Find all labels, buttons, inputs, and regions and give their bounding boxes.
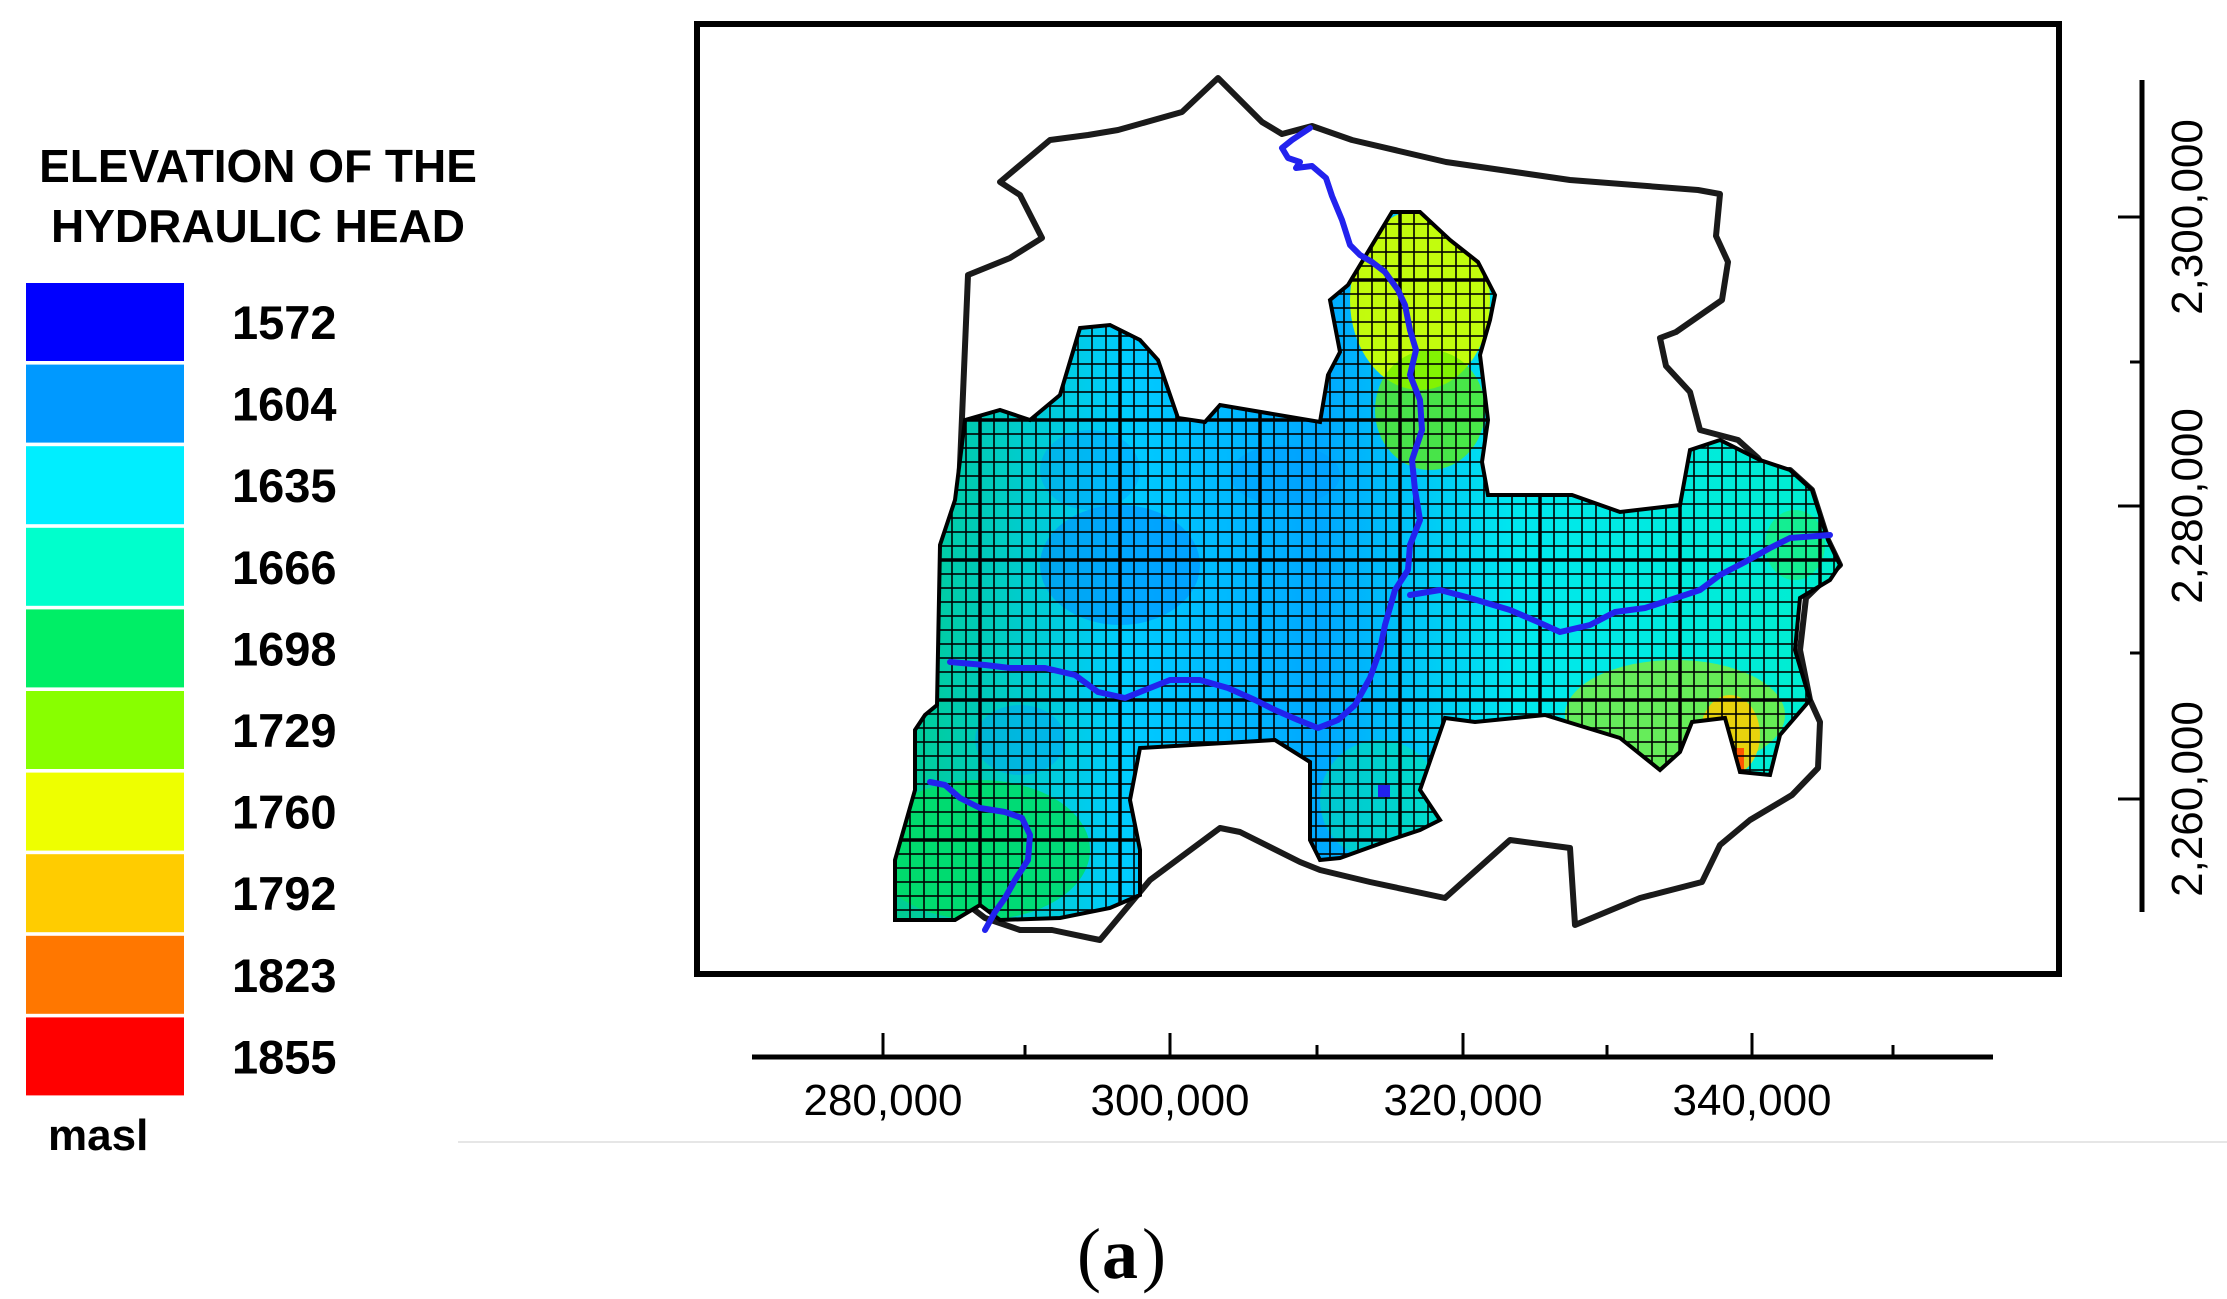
legend-swatch <box>26 446 184 525</box>
caption-open-paren: ( <box>1077 1214 1101 1294</box>
legend-title-line2: HYDRAULIC HEAD <box>51 200 465 252</box>
legend-value: 1823 <box>232 949 337 1002</box>
x-axis: 280,000 300,000 320,000 340,000 <box>752 1033 1993 1125</box>
legend-swatch <box>26 854 184 933</box>
legend-value: 1729 <box>232 704 337 757</box>
x-axis-tick-label: 320,000 <box>1383 1076 1542 1125</box>
southwest-tributary <box>927 779 1033 933</box>
legend-swatch <box>26 691 184 769</box>
legend-value: 1604 <box>232 378 337 431</box>
x-axis-tick-label: 280,000 <box>803 1076 962 1125</box>
figure-caption: ( a ) <box>1077 1214 1166 1294</box>
y-axis-tick-label: 2,280,000 <box>2163 408 2212 604</box>
y-axis-ticks: 2,300,000 2,280,000 2,260,000 <box>2118 119 2212 897</box>
caption-close-paren: ) <box>1142 1214 1166 1294</box>
legend-value: 1855 <box>232 1030 337 1083</box>
y-axis: 2,300,000 2,280,000 2,260,000 <box>2118 80 2212 912</box>
x-axis-tick-label: 300,000 <box>1090 1076 1249 1125</box>
legend-swatch <box>26 935 184 1014</box>
y-axis-tick-label: 2,260,000 <box>2163 701 2212 897</box>
x-axis-tick-label: 340,000 <box>1672 1076 1831 1125</box>
legend-value: 1572 <box>232 296 337 349</box>
legend-unit: masl <box>48 1111 148 1160</box>
x-axis-ticks: 280,000 300,000 320,000 340,000 <box>803 1033 1895 1125</box>
legend: ELEVATION OF THE HYDRAULIC HEAD 1572 1604… <box>26 140 477 1160</box>
river-network <box>927 125 1833 933</box>
legend-value: 1792 <box>232 867 337 920</box>
legend-swatch <box>26 609 184 688</box>
caption-letter: a <box>1102 1214 1138 1294</box>
river-gauge-point <box>1378 785 1390 797</box>
legend-value: 1760 <box>232 786 337 839</box>
legend-swatch <box>26 772 184 851</box>
legend-swatch <box>26 527 184 606</box>
legend-title-line1: ELEVATION OF THE <box>39 140 477 192</box>
legend-value: 1635 <box>232 459 337 512</box>
legend-swatch <box>26 1017 184 1096</box>
y-axis-tick-label: 2,300,000 <box>2163 119 2212 315</box>
legend-value: 1666 <box>232 541 337 594</box>
legend-swatches: 1572 1604 1635 1666 1698 1729 1760 1792 1823 1855 <box>26 283 337 1096</box>
legend-swatch <box>26 283 184 361</box>
legend-value: 1698 <box>232 622 337 675</box>
main-river <box>947 125 1425 731</box>
map-panel <box>694 21 2062 977</box>
east-tributary <box>1407 532 1833 635</box>
model-domain-outline <box>893 210 1843 923</box>
legend-swatch <box>26 364 184 443</box>
